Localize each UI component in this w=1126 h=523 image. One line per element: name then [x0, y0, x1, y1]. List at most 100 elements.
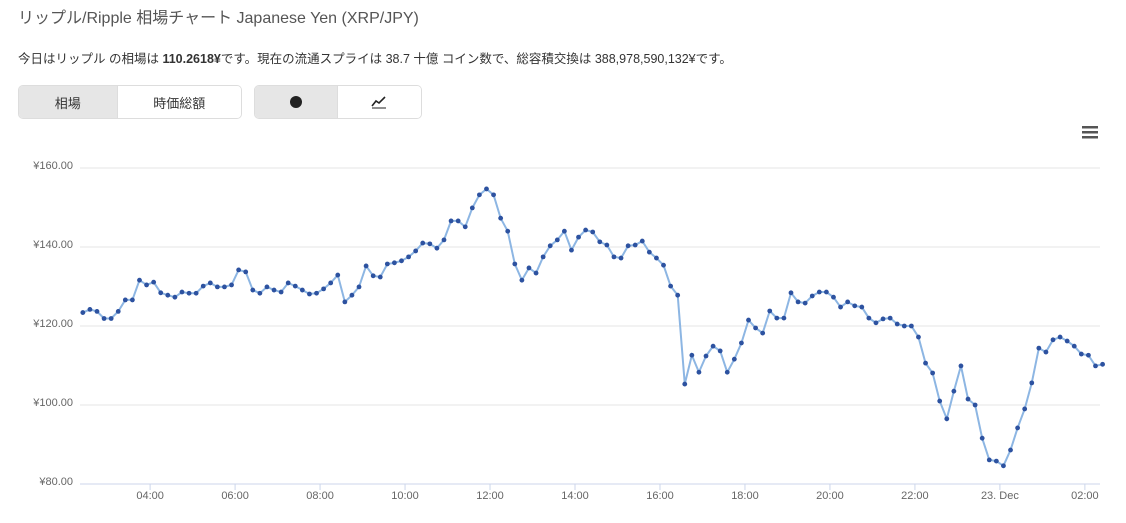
- data-point: [866, 315, 872, 321]
- data-point: [200, 283, 206, 289]
- data-point: [894, 321, 900, 327]
- data-point: [1008, 447, 1013, 453]
- data-point: [455, 218, 461, 224]
- data-point: [420, 240, 426, 246]
- y-tick-label: ¥120.00: [32, 318, 73, 330]
- data-point: [576, 234, 581, 240]
- description: 今日はリップル の相場は 110.2618¥です。現在の流通スプライは 38.7…: [18, 48, 732, 67]
- data-point: [87, 307, 93, 312]
- data-point: [335, 272, 341, 278]
- data-point: [965, 396, 971, 402]
- menu-button[interactable]: [1082, 126, 1098, 139]
- data-point: [130, 297, 135, 303]
- data-point: [561, 228, 567, 234]
- data-point: [604, 242, 610, 248]
- data-point: [498, 215, 504, 221]
- data-point: [243, 269, 249, 275]
- tab-button[interactable]: 時価総額: [116, 86, 241, 118]
- data-point: [654, 255, 659, 261]
- data-point: [767, 308, 773, 314]
- data-point: [172, 294, 178, 300]
- data-point: [137, 277, 142, 283]
- data-point: [186, 290, 192, 296]
- data-point: [972, 402, 978, 408]
- data-point: [257, 290, 263, 296]
- tab-button[interactable]: 相場: [19, 86, 117, 118]
- data-point: [328, 280, 334, 286]
- data-point: [746, 317, 751, 323]
- price: 110.2618¥: [162, 52, 221, 66]
- data-point: [271, 287, 277, 293]
- data-point: [944, 416, 950, 422]
- data-point: [1036, 345, 1042, 351]
- y-tick-label: ¥100.00: [32, 397, 73, 409]
- data-point: [1022, 406, 1028, 412]
- data-point: [1086, 352, 1091, 358]
- data-point: [413, 248, 419, 254]
- data-point: [94, 308, 100, 314]
- data-point: [115, 308, 121, 314]
- data-point: [144, 282, 149, 288]
- data-point: [547, 243, 553, 249]
- data-point: [292, 283, 298, 289]
- x-tick-label: 14:00: [561, 490, 589, 502]
- data-point: [441, 237, 447, 243]
- dot-icon: [289, 96, 302, 108]
- x-tick-label: 18:00: [731, 490, 759, 502]
- data-point: [731, 356, 737, 362]
- y-tick-label: ¥160.00: [32, 160, 73, 172]
- data-point: [639, 238, 645, 244]
- data-point: [229, 282, 234, 288]
- data-point: [611, 254, 617, 260]
- data-point: [222, 284, 227, 290]
- data-point: [923, 360, 928, 366]
- data-point: [788, 290, 794, 296]
- data-point: [887, 315, 893, 321]
- desc-text: です。現在の流通スプライは 38.7 十億 コイン数で、総容積交換は 388,9…: [220, 52, 732, 66]
- data-point: [533, 270, 539, 276]
- data-point: [392, 260, 397, 266]
- data-point: [299, 287, 305, 293]
- data-point: [753, 325, 758, 331]
- data-point: [986, 457, 992, 463]
- data-point: [668, 283, 674, 289]
- data-point: [1015, 425, 1021, 431]
- data-point: [356, 284, 362, 290]
- data-point: [774, 315, 780, 321]
- data-point: [427, 241, 433, 247]
- data-point: [264, 284, 270, 290]
- data-point: [307, 291, 312, 297]
- data-point: [236, 267, 242, 273]
- data-point: [583, 227, 589, 233]
- line-view-button[interactable]: [336, 86, 421, 118]
- dot-view-button[interactable]: [255, 86, 337, 118]
- data-point: [569, 247, 574, 253]
- data-point: [1029, 380, 1035, 386]
- data-point: [278, 289, 284, 295]
- data-point: [646, 249, 652, 255]
- data-point: [1001, 463, 1006, 469]
- data-point: [618, 255, 624, 261]
- data-point: [590, 229, 596, 235]
- data-point: [781, 315, 787, 321]
- data-point: [824, 289, 829, 295]
- x-tick-label: 23. Dec: [981, 490, 1019, 502]
- data-point: [314, 290, 319, 296]
- data-point: [937, 398, 943, 404]
- data-point: [696, 369, 702, 375]
- data-point: [80, 310, 86, 315]
- desc-text: 今日はリップル の相場は: [18, 52, 163, 66]
- x-tick-label: 02:00: [1071, 490, 1099, 502]
- data-point: [661, 262, 666, 268]
- data-point: [739, 340, 744, 346]
- x-tick-label: 16:00: [646, 490, 674, 502]
- data-point: [491, 192, 496, 198]
- data-point: [979, 435, 985, 441]
- data-point: [462, 224, 468, 230]
- data-point: [795, 299, 801, 305]
- data-point: [448, 218, 454, 224]
- x-tick-label: 20:00: [816, 490, 844, 502]
- x-tick-label: 12:00: [476, 490, 504, 502]
- data-point: [285, 280, 291, 286]
- metric-tabs: 相場 時価総額: [18, 85, 242, 119]
